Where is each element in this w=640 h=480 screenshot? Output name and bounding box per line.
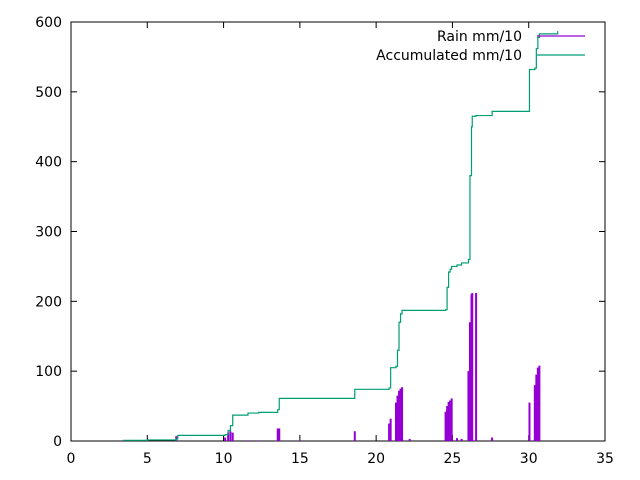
accumulated-line (122, 31, 559, 441)
y-tick-label: 0 (53, 434, 62, 450)
x-tick-label: 25 (444, 451, 462, 467)
x-tick-label: 5 (143, 451, 152, 467)
y-tick-label: 500 (35, 85, 62, 101)
plot-area (121, 31, 559, 441)
y-tick-label: 400 (35, 155, 62, 171)
y-axis: 0 100 200 300 400 500 600 (35, 15, 605, 450)
plot-frame (70, 21, 606, 442)
y-tick-label: 200 (35, 294, 62, 310)
y-tick-label: 100 (35, 364, 62, 380)
y-tick-label: 600 (35, 15, 62, 31)
legend-label-rain: Rain mm/10 (437, 29, 522, 45)
legend: Rain mm/10 Accumulated mm/10 (376, 29, 585, 64)
x-tick-label: 30 (520, 451, 538, 467)
x-tick-label: 10 (215, 451, 233, 467)
x-tick-label: 35 (596, 451, 614, 467)
x-axis: 0 5 10 15 20 25 30 35 (67, 22, 614, 467)
y-tick-label: 300 (35, 225, 62, 241)
x-tick-label: 0 (67, 451, 76, 467)
x-tick-label: 20 (367, 451, 385, 467)
legend-label-accumulated: Accumulated mm/10 (376, 48, 522, 64)
x-tick-label: 15 (291, 451, 309, 467)
